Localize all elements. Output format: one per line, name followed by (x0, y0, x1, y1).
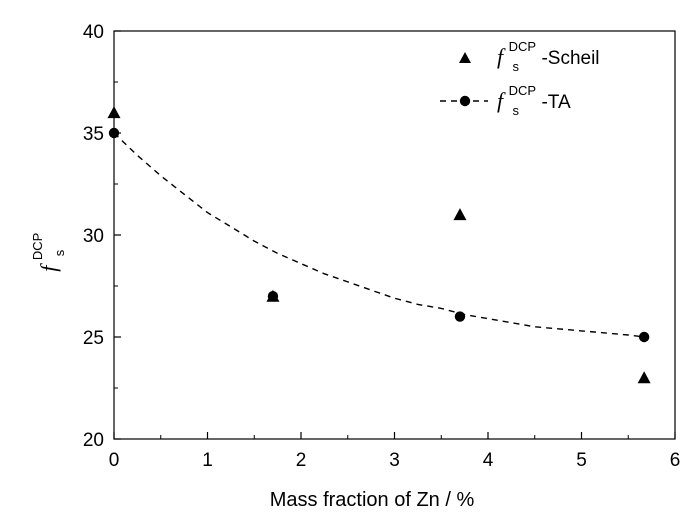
legend-marker-triangle (459, 52, 471, 63)
x-axis-title: Mass fraction of Zn / % (270, 489, 475, 511)
scheil-point (453, 208, 467, 221)
fit-curve-group (113, 132, 645, 338)
y-axis-title-sup: DCP (30, 233, 45, 260)
legend-ta-base: f (497, 88, 506, 113)
ta-point (267, 291, 279, 302)
legend-scheil-sup: DCP (509, 39, 536, 54)
legend-ta-sup: DCP (509, 83, 536, 98)
legend-scheil-base: f (497, 44, 506, 69)
svg-text:f DCP s: f DCP s (29, 228, 67, 271)
x-tick-label: 1 (202, 450, 213, 471)
svg-text:f DCP s: f DCP s -TA (497, 82, 571, 119)
ta-point (108, 127, 120, 139)
y-axis-title: f DCP s (29, 228, 67, 272)
legend-item-ta: f DCP s -TA (440, 82, 571, 119)
x-tick-label: 6 (670, 450, 681, 471)
ta-fit-curve (113, 132, 645, 338)
x-tick-label: 5 (576, 450, 587, 471)
svg-text:f DCP s: f DCP s -Scheil (497, 38, 600, 75)
legend-item-scheil: f DCP s -Scheil (459, 38, 600, 75)
legend-scheil-sub: s (512, 59, 519, 74)
x-tick-label: 4 (483, 450, 494, 471)
x-tick-label: 3 (389, 450, 400, 471)
ta-point (454, 311, 466, 322)
y-tick-label: 25 (83, 328, 104, 349)
scheil-point (637, 371, 651, 384)
y-axis-title-base: f (36, 263, 61, 272)
legend-marker-circle (459, 95, 471, 107)
legend: f DCP s -Scheil f DCP s -TA (440, 38, 600, 119)
axis-ticks: 0 1 2 3 4 5 6 20 25 30 35 40 (83, 22, 680, 471)
legend-ta-sub: s (512, 103, 519, 118)
scheil-point (107, 106, 121, 119)
ta-point (638, 331, 650, 343)
legend-scheil-label: -Scheil (541, 48, 599, 69)
x-tick-label: 2 (296, 450, 307, 471)
y-tick-label: 30 (83, 226, 104, 247)
y-tick-label: 40 (83, 22, 104, 43)
y-tick-label: 20 (83, 430, 104, 451)
data-markers (107, 106, 651, 384)
y-tick-label: 35 (83, 124, 104, 145)
x-tick-label: 0 (109, 450, 120, 471)
y-axis-title-sub: s (52, 249, 67, 256)
legend-ta-label: -TA (541, 92, 571, 113)
